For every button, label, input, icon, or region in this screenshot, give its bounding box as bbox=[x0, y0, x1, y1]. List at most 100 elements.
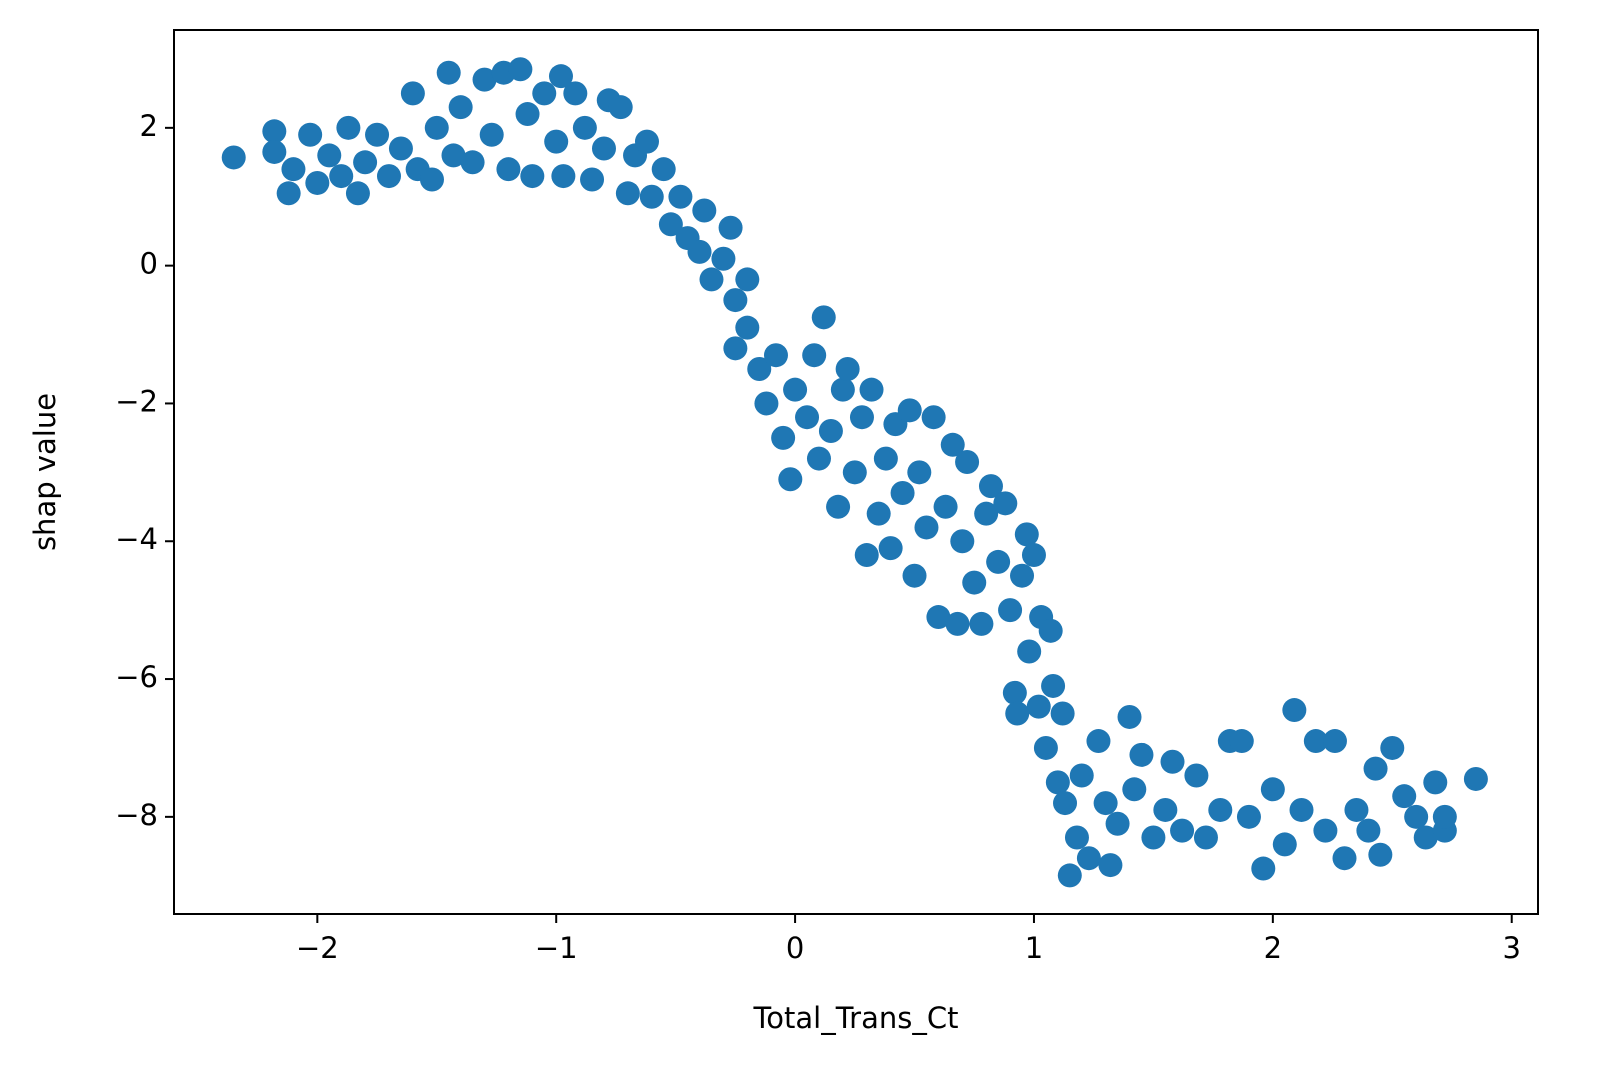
scatter-point bbox=[520, 164, 545, 189]
scatter-point bbox=[548, 64, 573, 89]
y-tick-label: 0 bbox=[140, 247, 158, 281]
scatter-point bbox=[723, 336, 748, 361]
y-tick-label: −4 bbox=[115, 522, 158, 556]
scatter-point bbox=[1170, 818, 1195, 843]
scatter-point bbox=[1033, 735, 1058, 760]
scatter-point bbox=[687, 239, 712, 264]
scatter-point bbox=[747, 356, 772, 381]
scatter-point bbox=[658, 212, 683, 237]
scatter-point bbox=[1193, 825, 1218, 850]
scatter-point bbox=[1057, 863, 1082, 888]
scatter-point bbox=[1260, 777, 1285, 802]
scatter-point bbox=[1005, 701, 1030, 726]
scatter-point bbox=[1129, 742, 1154, 767]
scatter-point bbox=[353, 150, 378, 175]
scatter-point bbox=[783, 377, 808, 402]
scatter-point bbox=[1344, 797, 1369, 822]
scatter-point bbox=[811, 305, 836, 330]
scatter-point bbox=[1050, 701, 1075, 726]
scatter-point bbox=[1105, 811, 1130, 836]
scatter-point bbox=[551, 164, 576, 189]
scatter-point bbox=[969, 611, 994, 636]
scatter-point bbox=[1160, 749, 1185, 774]
scatter-point bbox=[771, 425, 796, 450]
scatter-point bbox=[1184, 763, 1209, 788]
scatter-point bbox=[962, 570, 987, 595]
scatter-point bbox=[878, 536, 903, 561]
scatter-point bbox=[866, 501, 891, 526]
scatter-point bbox=[974, 501, 999, 526]
scatter-point bbox=[842, 460, 867, 485]
scatter-point bbox=[1432, 804, 1457, 829]
y-axis-label: shap value bbox=[28, 393, 62, 551]
scatter-point bbox=[699, 267, 724, 292]
y-tick-label: −6 bbox=[115, 660, 158, 694]
scatter-point bbox=[897, 398, 922, 423]
scatter-point bbox=[993, 491, 1018, 516]
scatter-point bbox=[388, 136, 413, 161]
scatter-point bbox=[345, 181, 370, 206]
scatter-point bbox=[854, 543, 879, 568]
scatter-point bbox=[718, 215, 743, 240]
scatter-point bbox=[1289, 797, 1314, 822]
scatter-point bbox=[1229, 729, 1254, 754]
scatter-point bbox=[754, 391, 779, 416]
plot-frame bbox=[173, 29, 1539, 915]
scatter-point bbox=[1392, 784, 1417, 809]
scatter-point bbox=[1021, 543, 1046, 568]
scatter-point bbox=[580, 167, 605, 192]
scatter-point bbox=[711, 246, 736, 271]
scatter-point bbox=[1322, 729, 1347, 754]
scatter-point bbox=[1208, 797, 1233, 822]
scatter-point bbox=[221, 145, 246, 170]
scatter-point bbox=[1076, 846, 1101, 871]
scatter-point bbox=[281, 157, 306, 182]
scatter-point bbox=[778, 467, 803, 492]
scatter-point bbox=[1363, 756, 1388, 781]
scatter-point bbox=[479, 122, 504, 147]
scatter-point bbox=[1282, 698, 1307, 723]
scatter-point bbox=[945, 611, 970, 636]
scatter-point bbox=[1045, 770, 1070, 795]
scatter-point bbox=[986, 549, 1011, 574]
scatter-point bbox=[563, 81, 588, 106]
scatter-point bbox=[1251, 856, 1276, 881]
scatter-point bbox=[615, 181, 640, 206]
scatter-point bbox=[1014, 522, 1039, 547]
scatter-point bbox=[1017, 639, 1042, 664]
scatter-point bbox=[1026, 694, 1051, 719]
scatter-point bbox=[608, 95, 633, 120]
scatter-point bbox=[544, 129, 569, 154]
scatter-point bbox=[591, 136, 616, 161]
scatter-point bbox=[298, 122, 323, 147]
scatter-point bbox=[1010, 563, 1035, 588]
scatter-point bbox=[651, 157, 676, 182]
scatter-point bbox=[950, 529, 975, 554]
scatter-point bbox=[914, 515, 939, 540]
scatter-point bbox=[376, 164, 401, 189]
scatter-point bbox=[933, 494, 958, 519]
scatter-point bbox=[859, 377, 884, 402]
scatter-point bbox=[436, 60, 461, 85]
scatter-point bbox=[926, 605, 951, 630]
scatter-point bbox=[835, 356, 860, 381]
scatter-point bbox=[424, 115, 449, 140]
scatter-point bbox=[448, 95, 473, 120]
scatter-point bbox=[1153, 797, 1178, 822]
scatter-point bbox=[692, 198, 717, 223]
scatter-point bbox=[1064, 825, 1089, 850]
scatter-point bbox=[496, 157, 521, 182]
scatter-point bbox=[1041, 673, 1066, 698]
scatter-point bbox=[940, 432, 965, 457]
scatter-point bbox=[902, 563, 927, 588]
scatter-point bbox=[1002, 680, 1027, 705]
scatter-point bbox=[802, 343, 827, 368]
x-tick-label: −2 bbox=[296, 931, 339, 965]
scatter-point bbox=[890, 481, 915, 506]
scatter-point bbox=[1303, 729, 1328, 754]
x-tick-label: 2 bbox=[1264, 931, 1282, 965]
scatter-point bbox=[849, 405, 874, 430]
scatter-point bbox=[262, 119, 287, 144]
scatter-point bbox=[1463, 766, 1488, 791]
